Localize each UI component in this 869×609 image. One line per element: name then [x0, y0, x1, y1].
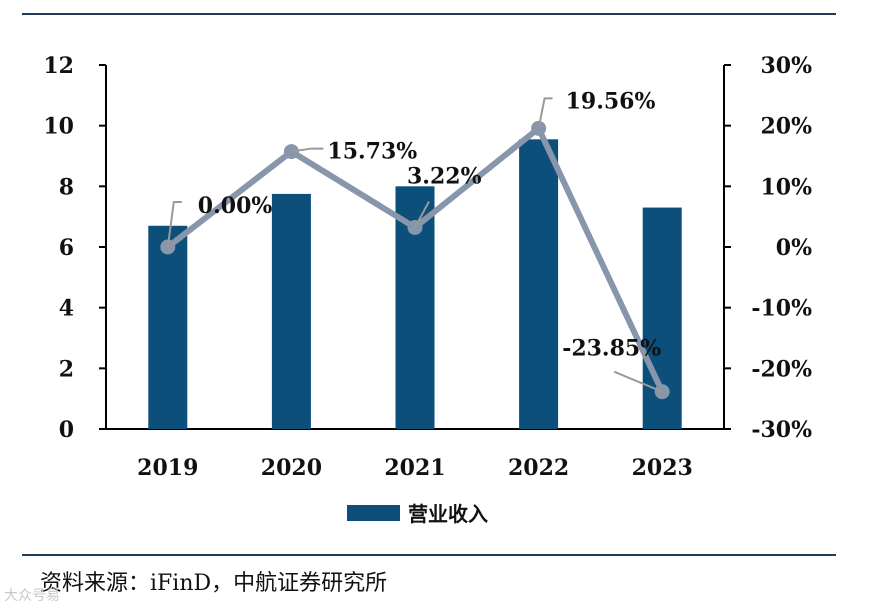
right-tick-label: 30% [760, 53, 812, 79]
left-tick-label: 8 [59, 174, 74, 200]
source-note: 资料来源：iFinD，中航证券研究所 [40, 571, 388, 596]
x-tick-label: 2023 [632, 455, 693, 481]
growth-data-label: 0.00% [198, 193, 273, 219]
left-tick-label: 0 [59, 417, 74, 443]
x-tick-label: 2019 [137, 455, 198, 481]
x-tick-label: 2022 [508, 455, 569, 481]
right-tick-label: 10% [760, 174, 812, 200]
x-tick-label: 2020 [261, 455, 322, 481]
right-tick-label: 0% [776, 235, 812, 261]
leader-line [537, 97, 553, 129]
left-tick-label: 12 [43, 53, 74, 79]
leader-line [414, 200, 430, 228]
right-tick-label: 20% [760, 114, 812, 140]
left-tick-label: 6 [59, 235, 74, 261]
x-tick-label: 2021 [384, 455, 445, 481]
left-tick-label: 4 [59, 296, 74, 322]
growth-data-label: 15.73% [327, 139, 417, 165]
left-tick-label: 2 [59, 356, 74, 382]
left-tick-label: 10 [43, 114, 74, 140]
growth-data-label: 3.22% [407, 163, 482, 189]
right-tick-label: -10% [751, 296, 812, 322]
legend-label: 营业收入 [408, 502, 488, 526]
growth-data-label: -23.85% [562, 336, 661, 362]
growth-data-label: 19.56% [566, 88, 656, 114]
bar-2022 [519, 139, 559, 430]
bottom-rule [22, 554, 836, 556]
right-tick-label: -20% [751, 356, 812, 382]
bar-2019 [148, 225, 188, 429]
top-rule [22, 13, 836, 15]
watermark: 大众号易 [4, 588, 60, 604]
bar-2020 [271, 193, 311, 429]
leader-line [166, 201, 182, 248]
right-tick-label: -30% [751, 417, 812, 443]
legend-swatch [347, 505, 400, 521]
leader-line [613, 370, 663, 393]
leader-line [291, 147, 324, 153]
